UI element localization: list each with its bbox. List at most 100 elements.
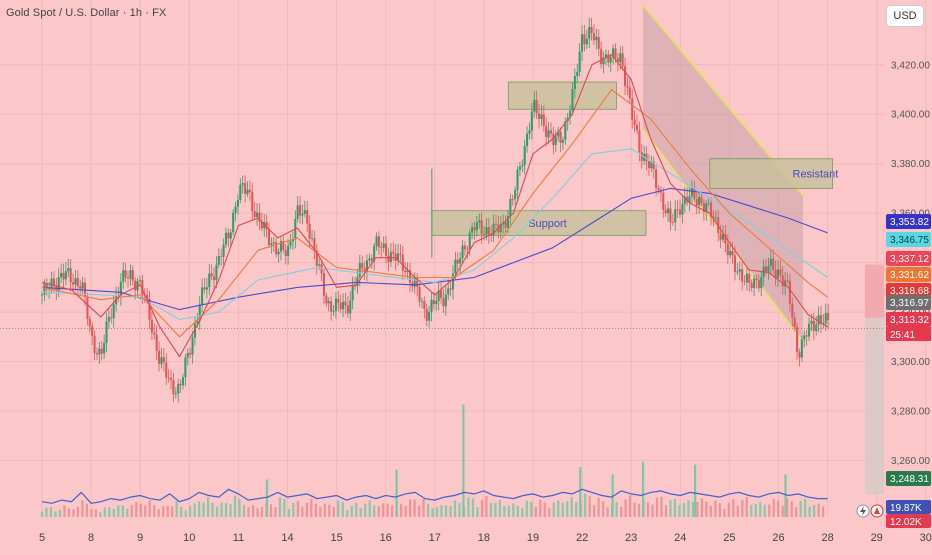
candle-body [466, 249, 469, 251]
candle-body [776, 269, 780, 278]
volume-bar [144, 505, 147, 517]
y-tick-label: 3,380.00 [891, 159, 930, 170]
volume-bar [606, 507, 609, 517]
candle-body [724, 234, 727, 244]
volume-bar [768, 504, 771, 517]
candle-body [676, 209, 679, 211]
candle-body [105, 321, 108, 343]
candle-body [342, 301, 345, 310]
candle-body [103, 342, 106, 354]
candle-body [681, 204, 684, 215]
candle-body [511, 198, 514, 200]
zone-label: Support [528, 218, 567, 230]
y-tick-label: 3,400.00 [891, 110, 930, 121]
candle-body [523, 146, 526, 166]
volume-label-text: 19.87K [890, 503, 922, 514]
volume-bar [440, 505, 443, 517]
candle-body [282, 241, 285, 250]
candle-body [205, 287, 208, 290]
candle-body [573, 75, 576, 90]
volume-bar [373, 505, 376, 517]
candle-body [346, 305, 349, 314]
candle-body [540, 114, 543, 119]
alert-glyph [874, 507, 880, 514]
volume-bar [148, 500, 151, 517]
candle-body [222, 244, 225, 257]
volume-bar [777, 500, 780, 517]
x-tick-label: 25 [723, 532, 735, 544]
candle-body [483, 234, 486, 236]
candle-body [592, 33, 596, 41]
volume-bar [570, 496, 573, 517]
volume-bar [561, 502, 564, 517]
candle-body [580, 34, 584, 52]
volume-bar [709, 506, 712, 517]
volume-bar [171, 506, 174, 517]
candle-body [339, 302, 342, 310]
candle-body [184, 357, 187, 378]
candle-body [327, 301, 330, 304]
candle-body [435, 301, 438, 305]
volume-bar [584, 493, 587, 517]
candle-body [743, 281, 746, 283]
candle-body [98, 348, 101, 355]
candle-body [40, 294, 44, 296]
candle-body [779, 269, 782, 276]
candle-body [95, 353, 99, 355]
candle-body [306, 209, 309, 224]
candle-body [401, 254, 404, 271]
volume-bar [215, 506, 219, 517]
candle-body [578, 51, 581, 72]
candle-body [650, 161, 653, 169]
candle-body [69, 268, 72, 283]
candle-body [612, 48, 615, 57]
price-label-text: 3,318.68 [890, 286, 929, 297]
candle-body [267, 229, 271, 246]
volume-bar [121, 505, 124, 517]
volume-bar [781, 505, 784, 517]
candle-body [757, 280, 760, 289]
price-label-text: 3,346.75 [890, 235, 929, 246]
candle-body [774, 270, 777, 278]
currency-button[interactable]: USD [886, 5, 924, 27]
volume-bar [444, 505, 448, 517]
candle-body [473, 227, 476, 231]
candle-body [729, 250, 732, 256]
candle-body [528, 130, 531, 134]
x-tick-label: 29 [871, 532, 883, 544]
candle-body [688, 196, 691, 203]
volume-bar [386, 503, 389, 517]
candle-body [607, 54, 610, 63]
volume-bar [278, 497, 282, 517]
volume-bar [476, 507, 479, 517]
volume-bar [332, 506, 335, 517]
candle-body [571, 89, 574, 111]
price-label-text: 3,248.31 [890, 474, 929, 485]
x-tick-label: 17 [429, 532, 441, 544]
volume-bar [314, 503, 317, 517]
candle-body [705, 203, 708, 213]
candle-body [251, 192, 254, 212]
candle-body [667, 208, 670, 214]
candle-body [760, 277, 763, 289]
lightning-glyph [860, 506, 866, 516]
volume-bar [516, 505, 519, 517]
candle-body [258, 212, 261, 222]
candle-body [537, 113, 541, 119]
volume-bar [593, 505, 596, 517]
volume-bar [229, 504, 232, 517]
candle-body [351, 285, 354, 301]
candle-body [418, 286, 421, 302]
candle-body [810, 320, 813, 324]
candle-body [153, 332, 156, 335]
candle-body [817, 315, 820, 325]
y-tick-label: 3,420.00 [891, 60, 930, 71]
chart-title: Gold Spot / U.S. Dollar · 1h · FX [6, 7, 167, 19]
volume-bar [705, 501, 708, 517]
candle-body [208, 273, 211, 288]
candle-body [781, 275, 784, 287]
ema-slow-line [41, 148, 828, 321]
candle-body [786, 280, 789, 282]
